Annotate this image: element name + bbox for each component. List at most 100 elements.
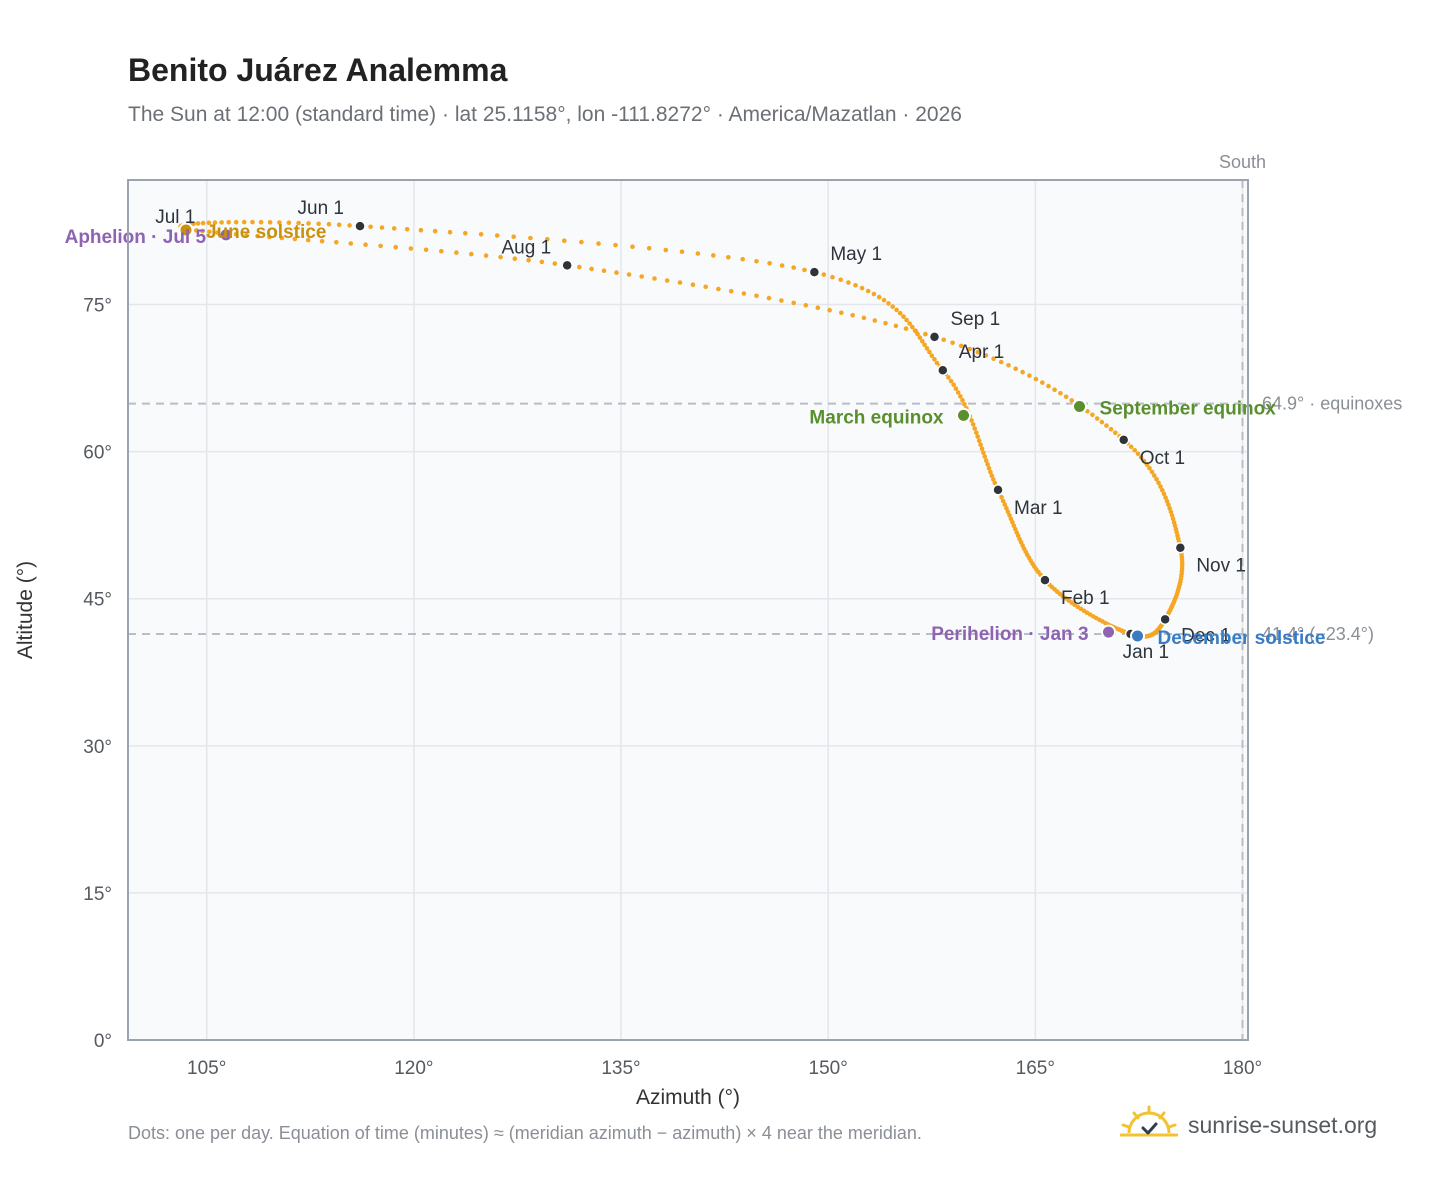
x-tick-label: 150° — [809, 1058, 848, 1079]
x-tick-label: 165° — [1016, 1058, 1055, 1079]
reference-line-label: 64.9° · equinoxes — [1262, 394, 1402, 414]
daily-dot — [711, 253, 716, 258]
daily-dot — [215, 230, 220, 235]
daily-dot — [200, 220, 206, 226]
month-label-dec-1: Dec 1 — [1181, 625, 1231, 646]
daily-dot — [766, 295, 772, 301]
daily-dot — [975, 349, 981, 355]
daily-dot — [363, 242, 368, 247]
daily-dot — [985, 462, 990, 467]
daily-dot — [336, 222, 342, 228]
daily-dot — [1008, 516, 1014, 522]
daily-dot — [924, 346, 930, 351]
daily-dot — [986, 465, 992, 471]
month-label-mar-1: Mar 1 — [1014, 498, 1063, 519]
daily-dot — [1138, 455, 1144, 460]
daily-dot — [988, 469, 993, 475]
daily-dot — [967, 346, 972, 352]
y-axis-title: Altitude (°) — [14, 561, 37, 659]
x-tick-label: 120° — [394, 1058, 433, 1079]
event-label-december-solstice: December solstice — [1158, 628, 1326, 649]
daily-dot — [998, 359, 1004, 365]
footnote: Dots: one per day. Equation of time (min… — [128, 1123, 922, 1143]
daily-dot — [1052, 387, 1057, 393]
daily-dot — [872, 318, 878, 323]
daily-dot — [991, 477, 996, 482]
daily-dot — [978, 442, 983, 448]
daily-dot — [859, 285, 865, 291]
daily-dot — [483, 253, 489, 258]
daily-dot — [876, 294, 882, 300]
month-label-aug-1: Aug 1 — [502, 237, 552, 258]
daily-dot — [922, 342, 927, 348]
daily-dot — [613, 242, 618, 248]
daily-dot — [478, 232, 484, 237]
daily-dot — [779, 298, 784, 303]
daily-dot — [539, 259, 545, 265]
month-marker-feb-1 — [1039, 574, 1051, 586]
daily-dot — [1158, 484, 1163, 489]
daily-dot — [886, 301, 891, 306]
y-tick-label: 0° — [94, 1031, 112, 1052]
daily-dot — [1167, 506, 1172, 511]
daily-dot — [319, 238, 325, 244]
month-marker-nov-1 — [1174, 541, 1187, 554]
daily-dot — [920, 338, 925, 344]
daily-dot — [741, 291, 747, 296]
daily-dot — [958, 343, 964, 349]
daily-dot — [953, 386, 959, 391]
daily-dot — [408, 246, 414, 251]
daily-dot — [1152, 473, 1157, 478]
event-marker-june-solstice — [178, 222, 194, 238]
daily-dot — [975, 434, 980, 439]
daily-dot — [1085, 408, 1090, 414]
daily-dot — [279, 235, 285, 241]
daily-dot — [827, 307, 832, 313]
daily-dot — [983, 353, 989, 358]
daily-dot — [754, 293, 759, 299]
daily-dot — [1033, 376, 1039, 382]
south-label: South — [1219, 152, 1266, 172]
daily-dot — [838, 277, 843, 283]
daily-dot — [1170, 516, 1176, 522]
daily-dot — [830, 274, 835, 280]
month-marker-sep-1 — [928, 331, 941, 343]
daily-dot — [393, 244, 399, 250]
month-label-jan-1: Jan 1 — [1123, 642, 1169, 663]
daily-dot — [1104, 423, 1109, 428]
daily-dot — [970, 422, 976, 427]
daily-dot — [206, 220, 212, 226]
daily-dot — [972, 426, 977, 431]
daily-dot — [941, 337, 946, 343]
month-label-apr-1: Apr 1 — [959, 342, 1004, 363]
daily-dot — [913, 329, 919, 334]
daily-dot — [904, 317, 909, 323]
daily-dot — [991, 356, 996, 362]
daily-dot — [1161, 491, 1167, 497]
brand[interactable]: sunrise-sunset.org — [1120, 1100, 1377, 1150]
daily-dot — [983, 458, 989, 463]
month-label-sep-1: Sep 1 — [951, 309, 1001, 330]
daily-dot — [901, 314, 906, 319]
daily-dot — [690, 282, 696, 288]
daily-dot — [679, 249, 685, 254]
month-marker-dec-1 — [1159, 613, 1171, 626]
event-label-june-solstice: June solstice — [206, 222, 326, 243]
daily-dot — [494, 233, 500, 238]
daily-dot — [677, 280, 683, 285]
event-marker-march-equinox — [956, 407, 972, 423]
y-tick-label: 30° — [83, 737, 112, 758]
daily-dot — [846, 280, 851, 285]
daily-dot — [286, 220, 292, 225]
daily-dot — [1002, 502, 1008, 507]
daily-dot — [258, 219, 264, 225]
daily-dot — [326, 221, 332, 227]
daily-dot — [958, 394, 963, 399]
daily-dot — [897, 310, 903, 316]
daily-dot — [1164, 498, 1170, 504]
daily-dot — [316, 221, 321, 227]
daily-dot — [526, 258, 531, 263]
daily-dot — [241, 219, 247, 225]
daily-dot — [969, 418, 974, 423]
